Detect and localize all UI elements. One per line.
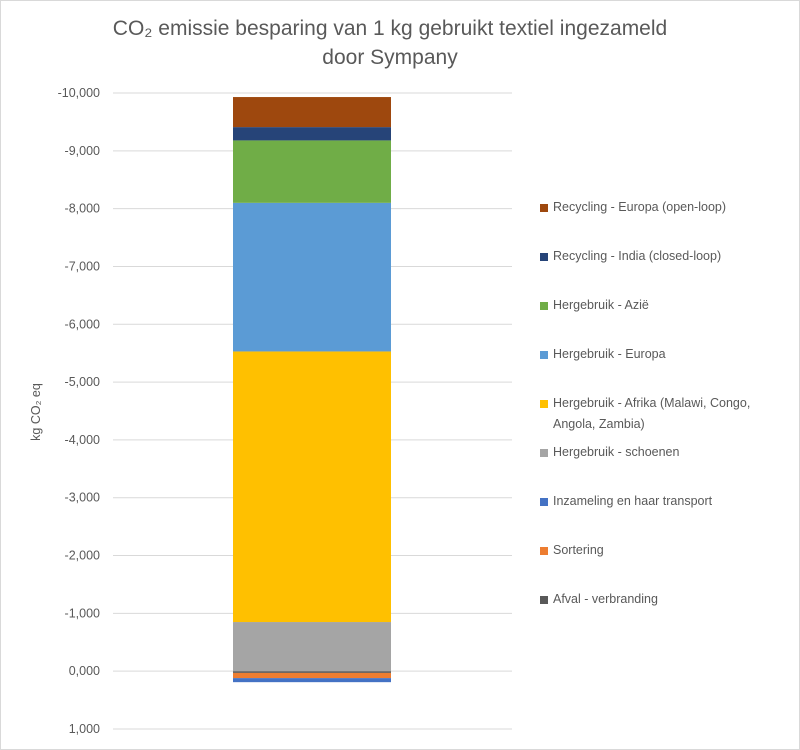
bar-segment bbox=[233, 351, 391, 623]
bar-segment bbox=[233, 678, 391, 683]
y-tick-label: -1,000 bbox=[65, 606, 100, 620]
y-tick-label: 0,000 bbox=[69, 664, 100, 678]
legend-swatch bbox=[540, 498, 548, 506]
bar-segment bbox=[233, 127, 391, 141]
legend-label: Sortering bbox=[553, 543, 604, 557]
y-tick-label: -10,000 bbox=[58, 86, 100, 100]
legend-label: Inzameling en haar transport bbox=[553, 494, 713, 508]
legend-swatch bbox=[540, 400, 548, 408]
legend-swatch bbox=[540, 253, 548, 261]
bar-segment bbox=[233, 671, 391, 673]
bar-segment bbox=[233, 140, 391, 203]
y-tick-label: -5,000 bbox=[65, 375, 100, 389]
legend-swatch bbox=[540, 596, 548, 604]
bar-segment bbox=[233, 622, 391, 672]
legend-swatch bbox=[540, 547, 548, 555]
bar-segment bbox=[233, 97, 391, 128]
y-tick-label: -9,000 bbox=[65, 144, 100, 158]
y-tick-label: -4,000 bbox=[65, 433, 100, 447]
legend-swatch bbox=[540, 351, 548, 359]
y-tick-label: -6,000 bbox=[65, 317, 100, 331]
y-axis-title: kg CO₂ eq bbox=[29, 383, 43, 441]
y-tick-label: -7,000 bbox=[65, 259, 100, 273]
legend-swatch bbox=[540, 302, 548, 310]
legend-label: Hergebruik - Azië bbox=[553, 298, 649, 312]
legend-label: Hergebruik - schoenen bbox=[553, 445, 680, 459]
chart-legend: Recycling - Europa (open-loop) Recycling… bbox=[540, 0, 798, 750]
chart-title-line-2: door Sympany bbox=[322, 46, 458, 69]
legend-label: Hergebruik - Europa bbox=[553, 347, 666, 361]
y-tick-label: 1,000 bbox=[69, 722, 100, 736]
legend-label: Recycling - India (closed-loop) bbox=[553, 249, 722, 263]
bar-segment bbox=[233, 672, 391, 679]
legend-label: Recycling - Europa (open-loop) bbox=[553, 200, 727, 214]
legend-label: Afval - verbranding bbox=[553, 592, 658, 606]
y-tick-label: -8,000 bbox=[65, 202, 100, 216]
chart-title-line-1: CO₂ emissie besparing van 1 kg gebruikt … bbox=[112, 17, 668, 40]
legend-label: Hergebruik - Afrika (Malawi, Congo, Ango… bbox=[553, 396, 751, 431]
y-tick-label: -2,000 bbox=[65, 549, 100, 563]
y-tick-label: -3,000 bbox=[65, 491, 100, 505]
chart-title: CO₂ emissie besparing van 1 kg gebruikt … bbox=[60, 14, 720, 72]
legend-swatch bbox=[540, 204, 548, 212]
bar-segment bbox=[233, 202, 391, 352]
legend-swatch bbox=[540, 449, 548, 457]
